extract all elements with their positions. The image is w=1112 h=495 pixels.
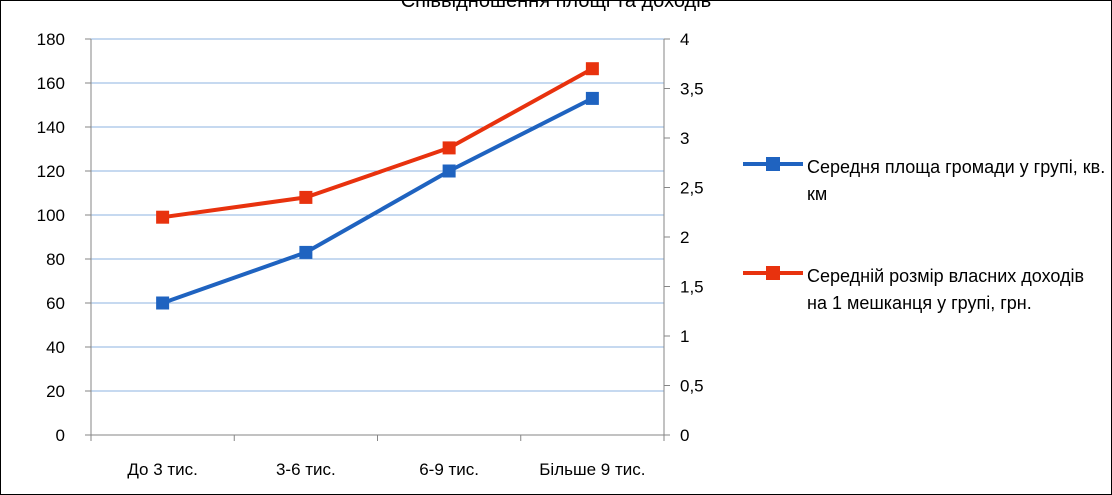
left-tick-label: 140 [37,118,65,137]
data-point [156,296,170,310]
legend-label-income: Середній розмір власних доходів на 1 меш… [807,266,1085,313]
right-tick-label: 3,5 [680,80,704,99]
left-tick-label: 60 [46,294,65,313]
category-axis-ticks: До 3 тис. 3-6 тис. 6-9 тис. Більше 9 тис. [127,460,645,479]
right-axis-ticks: 0 0,5 1 1,5 2 2,5 3 3,5 4 [680,30,704,445]
left-tick-label: 20 [46,382,65,401]
right-tick-label: 0 [680,426,689,445]
right-tick-label: 2 [680,228,689,247]
left-tick-label: 0 [56,426,65,445]
x-tick-label: 6-9 тис. [419,460,479,479]
data-point [442,141,456,155]
series-line [161,96,594,305]
right-tick-label: 1 [680,327,689,346]
left-tick-label: 100 [37,206,65,225]
data-point [585,62,599,76]
x-tick-label: До 3 тис. [127,460,198,479]
legend-item-income: Середній розмір власних доходів на 1 меш… [743,263,1103,353]
legend-label-area: Середня площа громади у групі, кв. км [807,157,1106,204]
left-tick-label: 160 [37,74,65,93]
x-tick-label: 3-6 тис. [276,460,336,479]
series-group [156,62,599,310]
right-tick-label: 1,5 [680,278,704,297]
legend-swatch-area [743,154,803,174]
series-income [156,62,599,224]
left-tick-label: 120 [37,162,65,181]
axes [85,38,670,441]
legend-swatch-income [743,263,803,283]
series-area [156,91,599,310]
right-tick-label: 3 [680,129,689,148]
data-point [299,190,313,204]
series-line [162,66,594,220]
left-tick-label: 80 [46,250,65,269]
chart-title: Співвідношення площі та доходів [400,0,712,12]
data-point [442,164,456,178]
left-axis-ticks: 0 20 40 60 80 100 120 140 160 180 [37,30,65,445]
left-tick-label: 180 [37,30,65,49]
x-tick-label: Більше 9 тис. [539,460,645,479]
right-tick-label: 0,5 [680,377,704,396]
data-point [156,210,170,224]
right-tick-label: 2,5 [680,179,704,198]
data-point [299,245,313,259]
legend-item-area: Середня площа громади у групі, кв. км [743,154,1105,214]
right-tick-label: 4 [680,30,689,49]
data-point [585,91,599,105]
left-tick-label: 40 [46,338,65,357]
